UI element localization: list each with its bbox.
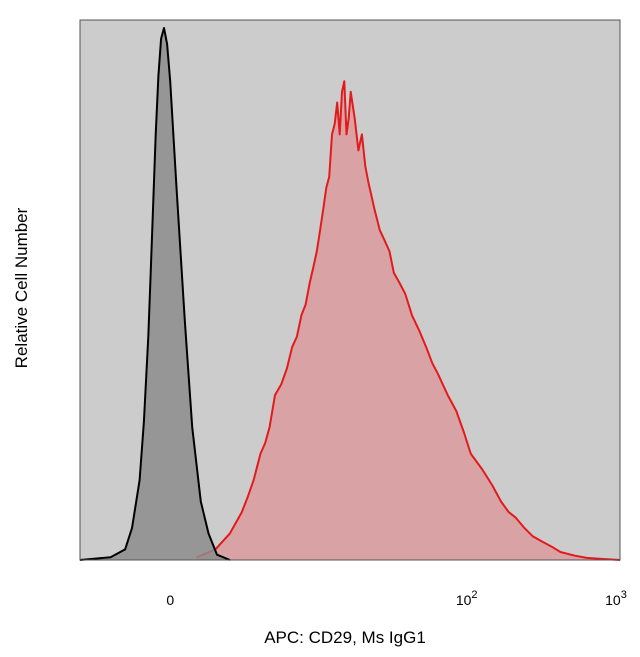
series-cd29 (196, 80, 621, 561)
plot-frame (79, 19, 621, 561)
series-isotype-line (79, 27, 231, 561)
x-tick-label: 103 (605, 589, 627, 608)
x-tick-label: 102 (456, 589, 478, 608)
series-cd29-line (196, 80, 621, 561)
series-isotype-area (80, 28, 230, 560)
y-axis-title: Relative Cell Number (12, 207, 31, 368)
x-axis-ticks: 0 102 103 (166, 589, 627, 608)
x-tick-label: 0 (166, 592, 174, 608)
series-layer (79, 27, 621, 561)
x-axis-title: APC: CD29, Ms IgG1 (264, 628, 426, 647)
series-isotype (79, 27, 231, 561)
series-cd29-area (196, 81, 620, 560)
